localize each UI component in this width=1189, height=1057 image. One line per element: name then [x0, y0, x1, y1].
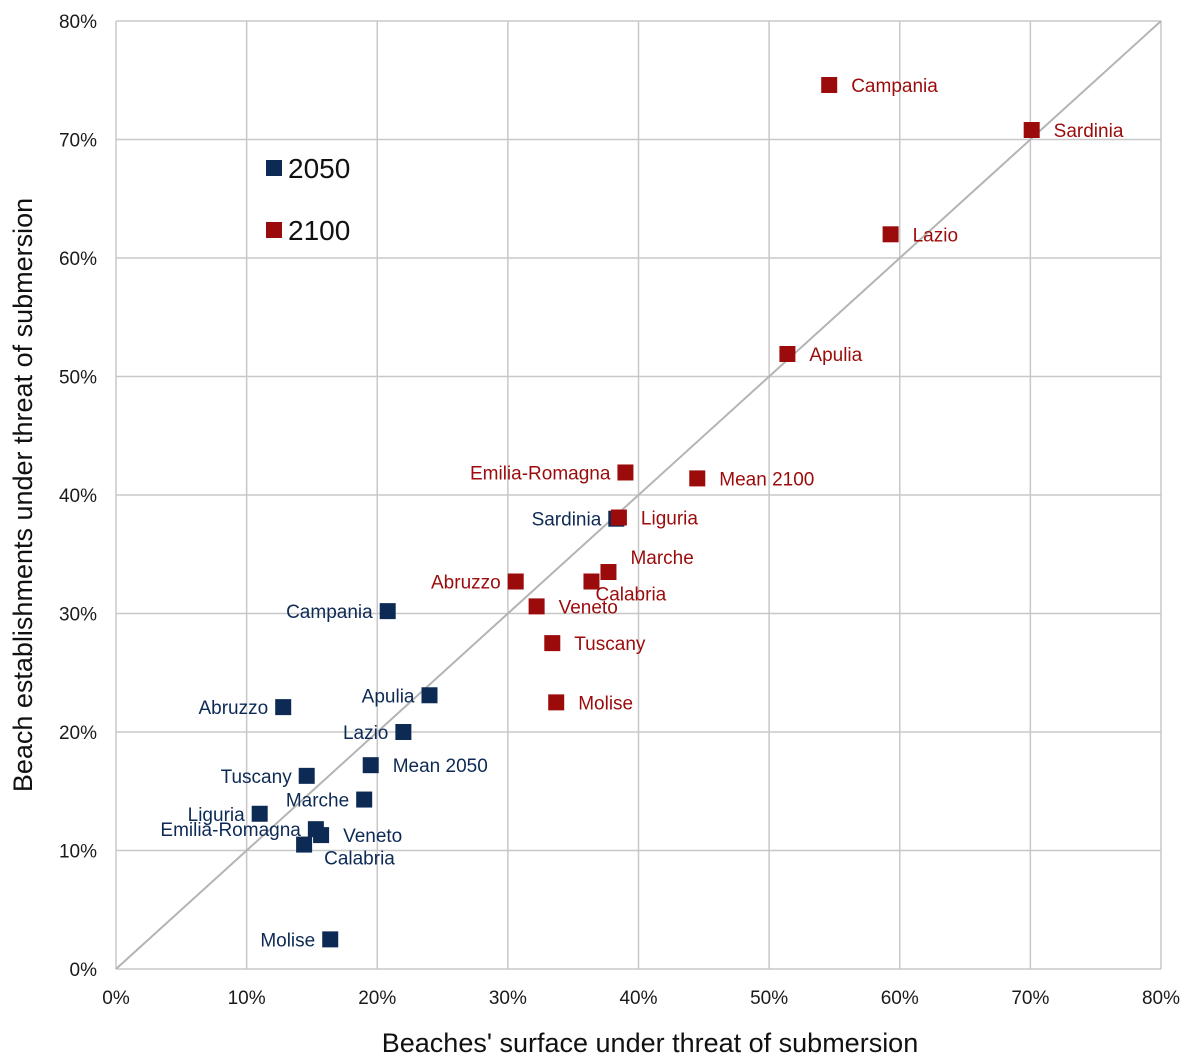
data-label: Veneto [559, 597, 618, 618]
data-label: Molise [260, 930, 315, 951]
data-label: Molise [578, 693, 633, 714]
data-point [617, 464, 634, 481]
data-point [395, 724, 412, 740]
tick-labels: 0% 10% 20% 30% 40% 50% 60% 70% 80% 0% 10% 20% 30% 40%… [59, 12, 1180, 1009]
data-point [544, 635, 561, 652]
data-label: Lazio [913, 225, 958, 246]
data-label: Sardinia [1054, 121, 1124, 142]
x-tick-label: 70% [1011, 988, 1049, 1009]
data-point [689, 470, 706, 487]
data-point [379, 603, 396, 620]
data-point [583, 573, 600, 590]
y-tick-label: 20% [59, 723, 97, 744]
series-2100: Campania Sardinia Lazio Apulia Emilia-Romagn… [431, 76, 1124, 714]
data-label: Calabria [595, 585, 666, 606]
data-label: Liguria [188, 805, 245, 826]
data-point [296, 836, 313, 853]
x-tick-label: 30% [489, 988, 527, 1009]
data-point [821, 76, 838, 93]
data-point [421, 687, 438, 704]
data-label: Emilia-Romagna [160, 820, 301, 841]
data-label: Sardinia [532, 510, 602, 531]
data-label: Campania [851, 76, 938, 97]
y-tick-label: 30% [59, 605, 97, 626]
data-label: Veneto [343, 826, 402, 847]
data-point [362, 757, 379, 774]
data-point [356, 791, 373, 808]
x-tick-label: 60% [881, 988, 919, 1009]
x-tick-label: 50% [750, 988, 788, 1009]
data-label: Marche [286, 791, 349, 812]
data-label: Abruzzo [198, 698, 268, 719]
data-point [322, 931, 339, 948]
y-tick-label: 80% [59, 12, 97, 33]
x-tick-label: 10% [228, 988, 266, 1009]
reference-line [115, 20, 1162, 970]
data-label: Emilia-Romagna [470, 463, 611, 484]
x-tick-label: 40% [619, 988, 657, 1009]
legend-label: 2100 [288, 215, 350, 246]
data-point [528, 598, 545, 615]
x-tick-label: 20% [358, 988, 396, 1009]
x-tick-label: 80% [1142, 988, 1180, 1009]
data-label: Marche [630, 548, 693, 569]
data-label: Apulia [809, 345, 862, 366]
legend: 2050 2100 [266, 153, 350, 246]
data-point [548, 694, 565, 711]
data-point [507, 573, 524, 590]
y-tick-label: 60% [59, 249, 97, 270]
reference-line-group [115, 20, 1162, 970]
data-point [298, 767, 315, 784]
data-label: Liguria [641, 509, 698, 530]
data-label: Mean 2050 [393, 756, 488, 777]
y-tick-label: 0% [70, 960, 98, 981]
legend-label: 2050 [288, 153, 350, 184]
data-point [251, 805, 268, 822]
legend-swatch [266, 222, 282, 238]
data-label: Tuscany [221, 767, 293, 788]
x-axis-title: Beaches' surface under threat of submers… [382, 1028, 918, 1057]
data-label: Calabria [324, 849, 395, 870]
data-point [313, 827, 330, 844]
data-label: Campania [286, 602, 373, 623]
data-point [610, 509, 627, 526]
data-label: Lazio [343, 723, 388, 744]
data-point [882, 226, 899, 243]
y-tick-label: 50% [59, 368, 97, 389]
y-axis-title: Beach establishments under threat of sub… [8, 198, 38, 792]
data-point [600, 564, 617, 581]
legend-swatch [266, 160, 282, 176]
x-tick-label: 0% [102, 988, 130, 1009]
y-tick-label: 70% [59, 131, 97, 152]
data-label: Apulia [362, 686, 415, 707]
y-tick-label: 40% [59, 486, 97, 507]
data-point [275, 699, 292, 716]
data-point [1023, 122, 1040, 139]
y-tick-label: 10% [59, 842, 97, 863]
data-label: Tuscany [574, 634, 646, 655]
data-label: Abruzzo [431, 573, 501, 594]
data-label: Mean 2100 [719, 469, 814, 490]
data-point [779, 345, 796, 362]
